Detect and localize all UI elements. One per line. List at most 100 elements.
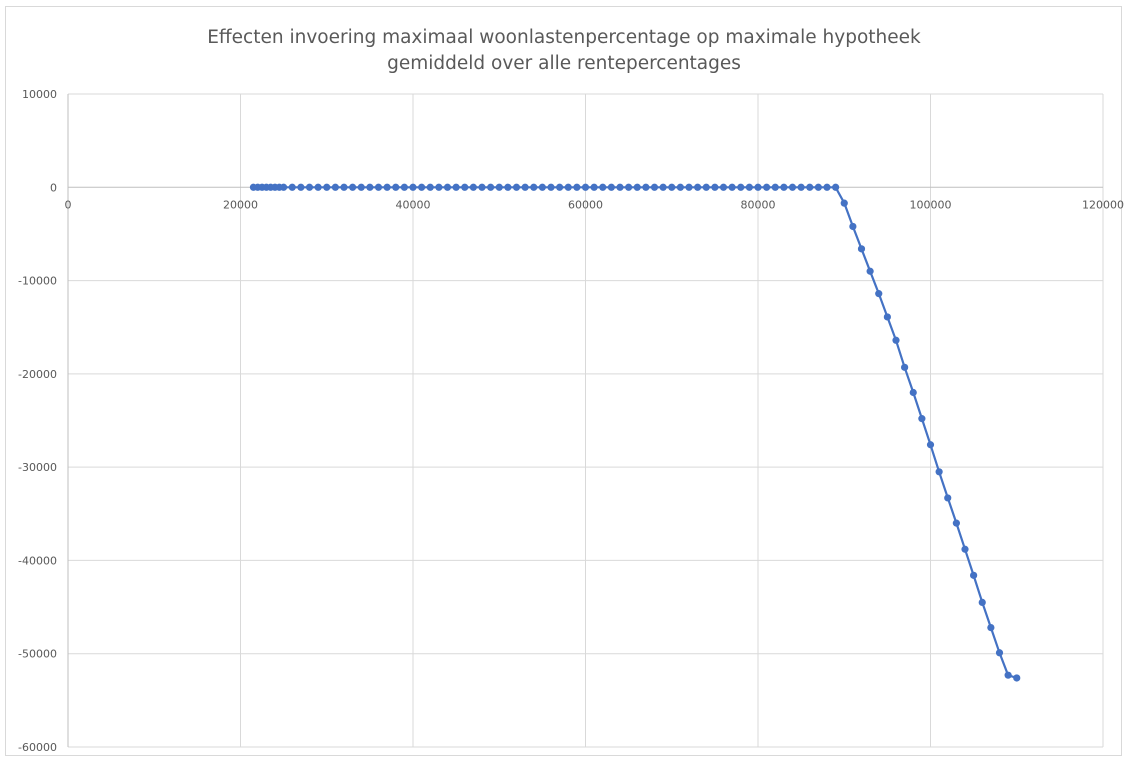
data-point	[754, 183, 762, 191]
data-point	[745, 183, 753, 191]
data-point	[918, 415, 926, 423]
data-point	[469, 183, 477, 191]
x-tick-label: 60000	[568, 198, 603, 211]
y-tick-label: -30000	[18, 461, 57, 474]
y-tick-label: -60000	[18, 741, 57, 754]
data-point	[538, 183, 546, 191]
data-point	[340, 183, 348, 191]
data-point	[961, 545, 969, 553]
data-point	[823, 183, 831, 191]
data-point	[970, 571, 978, 579]
x-tick-label: 100000	[910, 198, 952, 211]
data-point	[435, 183, 443, 191]
data-point	[280, 183, 288, 191]
data-point	[314, 183, 322, 191]
data-point	[892, 336, 900, 344]
data-point	[556, 183, 564, 191]
data-point	[504, 183, 512, 191]
data-point	[719, 183, 728, 191]
data-point	[323, 183, 331, 191]
data-point	[564, 183, 572, 191]
data-point	[978, 598, 986, 607]
x-tick-label: 80000	[741, 198, 776, 211]
data-point	[452, 183, 460, 191]
data-point	[849, 222, 857, 231]
data-point	[702, 183, 710, 191]
data-point	[806, 183, 814, 191]
x-tick-label: 20000	[223, 198, 258, 211]
data-point	[659, 183, 667, 191]
data-point	[1013, 674, 1021, 682]
data-point	[952, 519, 960, 527]
data-point	[400, 183, 408, 191]
data-point	[694, 183, 702, 191]
data-point	[944, 494, 952, 502]
data-point	[763, 183, 771, 191]
data-point	[590, 183, 598, 191]
data-point	[909, 388, 917, 397]
data-point	[443, 183, 452, 191]
data-point	[409, 183, 417, 191]
data-point	[487, 183, 495, 191]
data-point	[616, 183, 624, 191]
data-point	[573, 183, 581, 191]
data-point	[383, 183, 391, 191]
data-point	[788, 183, 797, 191]
data-point	[780, 183, 788, 191]
data-point	[599, 183, 607, 191]
data-point	[374, 183, 383, 191]
data-point	[426, 183, 434, 191]
data-point	[1004, 671, 1012, 679]
data-point	[478, 183, 486, 191]
data-point	[901, 363, 909, 371]
data-point	[357, 183, 365, 191]
data-point	[737, 183, 745, 191]
data-point	[607, 183, 615, 191]
data-point	[728, 183, 736, 191]
data-point	[512, 183, 521, 191]
data-point	[866, 267, 874, 275]
data-point	[625, 183, 633, 191]
data-point	[650, 183, 659, 191]
data-point	[668, 183, 676, 191]
data-point	[685, 183, 693, 191]
data-point	[366, 183, 374, 191]
data-point	[875, 290, 883, 298]
data-point	[840, 199, 848, 207]
data-point	[814, 183, 822, 191]
data-point	[305, 183, 314, 191]
data-point	[797, 183, 805, 191]
data-point	[987, 623, 995, 632]
y-tick-label: -10000	[18, 275, 57, 288]
data-point	[288, 183, 296, 191]
series-line	[253, 186, 1018, 680]
data-point	[297, 183, 305, 191]
data-point	[521, 183, 529, 191]
data-point	[926, 441, 935, 449]
data-point	[547, 183, 555, 191]
data-point	[349, 183, 357, 191]
data-point	[461, 183, 469, 191]
x-tick-label: 120000	[1082, 198, 1124, 211]
data-point	[418, 183, 426, 191]
chart-title: Effecten invoering maximaal woonlastenpe…	[207, 27, 921, 48]
data-point	[935, 468, 943, 476]
y-tick-label: -20000	[18, 368, 57, 381]
data-point	[530, 183, 538, 191]
y-tick-label: -50000	[18, 648, 57, 661]
data-point	[995, 649, 1004, 657]
y-tick-label: -40000	[18, 554, 57, 567]
data-point	[857, 245, 866, 253]
y-tick-label: 0	[50, 181, 57, 194]
data-point	[883, 313, 891, 321]
data-point	[392, 183, 400, 191]
data-point	[495, 183, 503, 191]
data-point	[711, 183, 719, 191]
data-point	[633, 183, 641, 191]
data-point	[771, 183, 779, 191]
data-point	[642, 183, 650, 191]
y-tick-label: 10000	[22, 88, 57, 101]
x-tick-label: 0	[65, 198, 72, 211]
